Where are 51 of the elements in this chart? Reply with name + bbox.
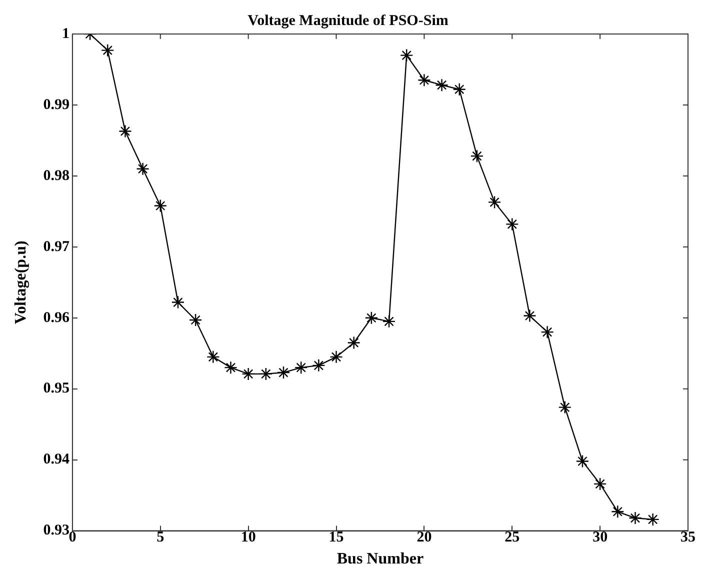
point bbox=[171, 296, 185, 309]
point bbox=[506, 218, 519, 231]
point bbox=[382, 314, 396, 328]
point bbox=[593, 477, 607, 491]
x-tick-label: 0 bbox=[68, 530, 76, 546]
point bbox=[611, 505, 624, 518]
point bbox=[558, 400, 572, 414]
point bbox=[646, 512, 660, 526]
point bbox=[400, 48, 414, 62]
point bbox=[488, 196, 502, 209]
point bbox=[294, 360, 308, 374]
point bbox=[242, 367, 255, 381]
chart-title: Voltage Magnitude of PSO-Sim bbox=[248, 12, 449, 29]
point bbox=[435, 78, 448, 92]
point bbox=[259, 367, 273, 381]
point bbox=[154, 199, 167, 212]
point bbox=[101, 44, 114, 57]
point bbox=[118, 124, 132, 138]
point bbox=[540, 325, 554, 339]
point bbox=[470, 149, 484, 163]
point bbox=[276, 366, 290, 380]
x-tick-label: 30 bbox=[592, 530, 608, 546]
x-tick-label: 20 bbox=[416, 530, 432, 546]
point bbox=[364, 311, 378, 324]
point bbox=[418, 74, 431, 87]
point bbox=[136, 162, 150, 176]
y-tick-label: 0.95 bbox=[43, 380, 70, 397]
y-tick-label: 0.93 bbox=[43, 522, 70, 539]
point bbox=[312, 358, 326, 372]
y-tick-label: 1 bbox=[62, 26, 70, 42]
point bbox=[188, 313, 202, 327]
point bbox=[576, 454, 590, 468]
x-axis-title: Bus Number bbox=[336, 550, 424, 568]
x-tick-label: 5 bbox=[156, 530, 164, 546]
y-tick-label: 0.97 bbox=[43, 238, 70, 255]
y-tick-label: 0.99 bbox=[43, 96, 70, 113]
point bbox=[206, 350, 220, 364]
y-tick-label: 0.98 bbox=[43, 168, 70, 184]
x-tick-label: 25 bbox=[504, 530, 520, 546]
point bbox=[628, 511, 642, 525]
x-tick-label: 35 bbox=[680, 530, 696, 546]
y-axis-title: Voltage(p.u) bbox=[12, 240, 30, 324]
point bbox=[330, 350, 343, 364]
x-tick-label: 15 bbox=[328, 530, 344, 546]
y-tick-label: 0.94 bbox=[43, 452, 70, 468]
point bbox=[452, 82, 466, 96]
point bbox=[347, 336, 360, 350]
point bbox=[523, 309, 536, 322]
y-tick-label: 0.96 bbox=[43, 310, 70, 326]
point bbox=[224, 360, 238, 374]
x-tick-label: 10 bbox=[240, 530, 256, 546]
